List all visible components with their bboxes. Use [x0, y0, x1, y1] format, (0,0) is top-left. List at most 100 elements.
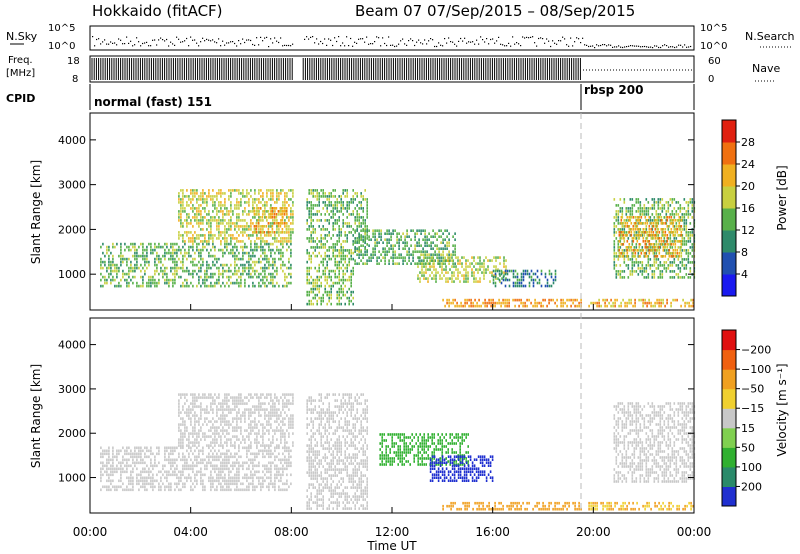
range-cell [691, 231, 694, 234]
range-cell [174, 281, 176, 285]
range-cell [128, 245, 130, 249]
range-cell [196, 219, 198, 222]
range-cell [124, 464, 126, 468]
range-cell [168, 251, 170, 255]
range-cell [633, 249, 636, 252]
range-cell [310, 231, 312, 234]
range-cell [450, 301, 452, 305]
range-cell [386, 229, 388, 232]
range-cell [212, 485, 214, 489]
range-cell [382, 250, 384, 253]
range-cell [641, 264, 644, 267]
range-cell [438, 256, 440, 259]
range-cell [622, 231, 625, 234]
range-cell [546, 304, 548, 308]
nsky-frame [89, 25, 695, 51]
range-cell [178, 452, 180, 456]
range-cell [250, 263, 252, 267]
range-cell [306, 293, 308, 297]
nsky-point [532, 36, 534, 38]
range-cell [182, 210, 184, 213]
range-cell [186, 251, 188, 255]
range-cell [619, 198, 622, 201]
range-cell [687, 261, 690, 264]
range-cell [280, 240, 282, 243]
range-cell [279, 207, 282, 210]
range-cell [156, 266, 158, 270]
range-cell [318, 269, 320, 273]
colorbar-tick-label: 4 [741, 268, 748, 281]
range-cell [476, 304, 478, 308]
range-cell [436, 247, 438, 250]
range-cell [162, 464, 164, 468]
range-cell [271, 225, 274, 228]
nsky-point [236, 45, 238, 47]
range-cell [116, 452, 118, 456]
range-cell [438, 247, 440, 250]
range-cell [396, 256, 398, 259]
range-cell [182, 266, 184, 270]
range-cell [320, 254, 322, 258]
range-cell [648, 249, 651, 252]
range-cell [416, 241, 418, 244]
range-cell [226, 237, 228, 240]
range-cell [685, 228, 688, 231]
range-cell [340, 287, 342, 291]
range-cell [653, 201, 656, 204]
range-cell [222, 248, 224, 252]
range-cell [647, 201, 650, 204]
range-cell [244, 281, 246, 285]
range-cell [344, 293, 346, 297]
range-cell [108, 461, 110, 465]
range-cell [140, 473, 142, 477]
range-cell [506, 272, 509, 276]
range-cell [134, 254, 136, 258]
range-cell [320, 260, 322, 264]
range-cell [172, 473, 174, 477]
range-cell [220, 240, 222, 243]
range-cell [384, 259, 386, 262]
range-cell [250, 482, 252, 486]
range-cell [666, 219, 669, 222]
nsky-point [638, 45, 640, 47]
range-cell [425, 268, 427, 271]
range-cell [222, 446, 224, 450]
nsky-point [656, 45, 658, 47]
range-cell [206, 195, 208, 198]
range-cell [505, 265, 507, 268]
range-cell [218, 482, 220, 486]
range-cell [366, 234, 368, 237]
range-cell [364, 241, 366, 244]
range-cell [266, 260, 268, 264]
range-cell [132, 452, 134, 456]
nsky-point [588, 45, 590, 48]
range-cell [274, 210, 276, 213]
range-cell [160, 266, 162, 270]
range-cell [318, 240, 320, 243]
range-cell [419, 262, 421, 265]
range-cell [140, 242, 142, 246]
nsky-point [216, 42, 218, 44]
range-cell [242, 189, 244, 192]
range-cell [218, 275, 220, 279]
nsky-point [240, 43, 242, 45]
range-cell [168, 455, 170, 459]
range-cell [114, 263, 116, 267]
range-cell [635, 225, 638, 228]
range-cell [504, 284, 507, 288]
range-cell [308, 257, 310, 261]
range-cell [674, 231, 677, 234]
range-cell [465, 262, 467, 265]
range-cell [664, 243, 667, 246]
range-cell [264, 201, 266, 204]
range-cell [566, 298, 568, 302]
range-cell [362, 256, 364, 259]
range-cell [176, 485, 178, 489]
range-cell [332, 251, 334, 255]
range-cell [604, 304, 606, 308]
range-cell [114, 278, 116, 282]
range-cell [260, 242, 262, 246]
range-cell [332, 246, 334, 249]
range-cell [449, 259, 451, 262]
range-cell [122, 257, 124, 261]
